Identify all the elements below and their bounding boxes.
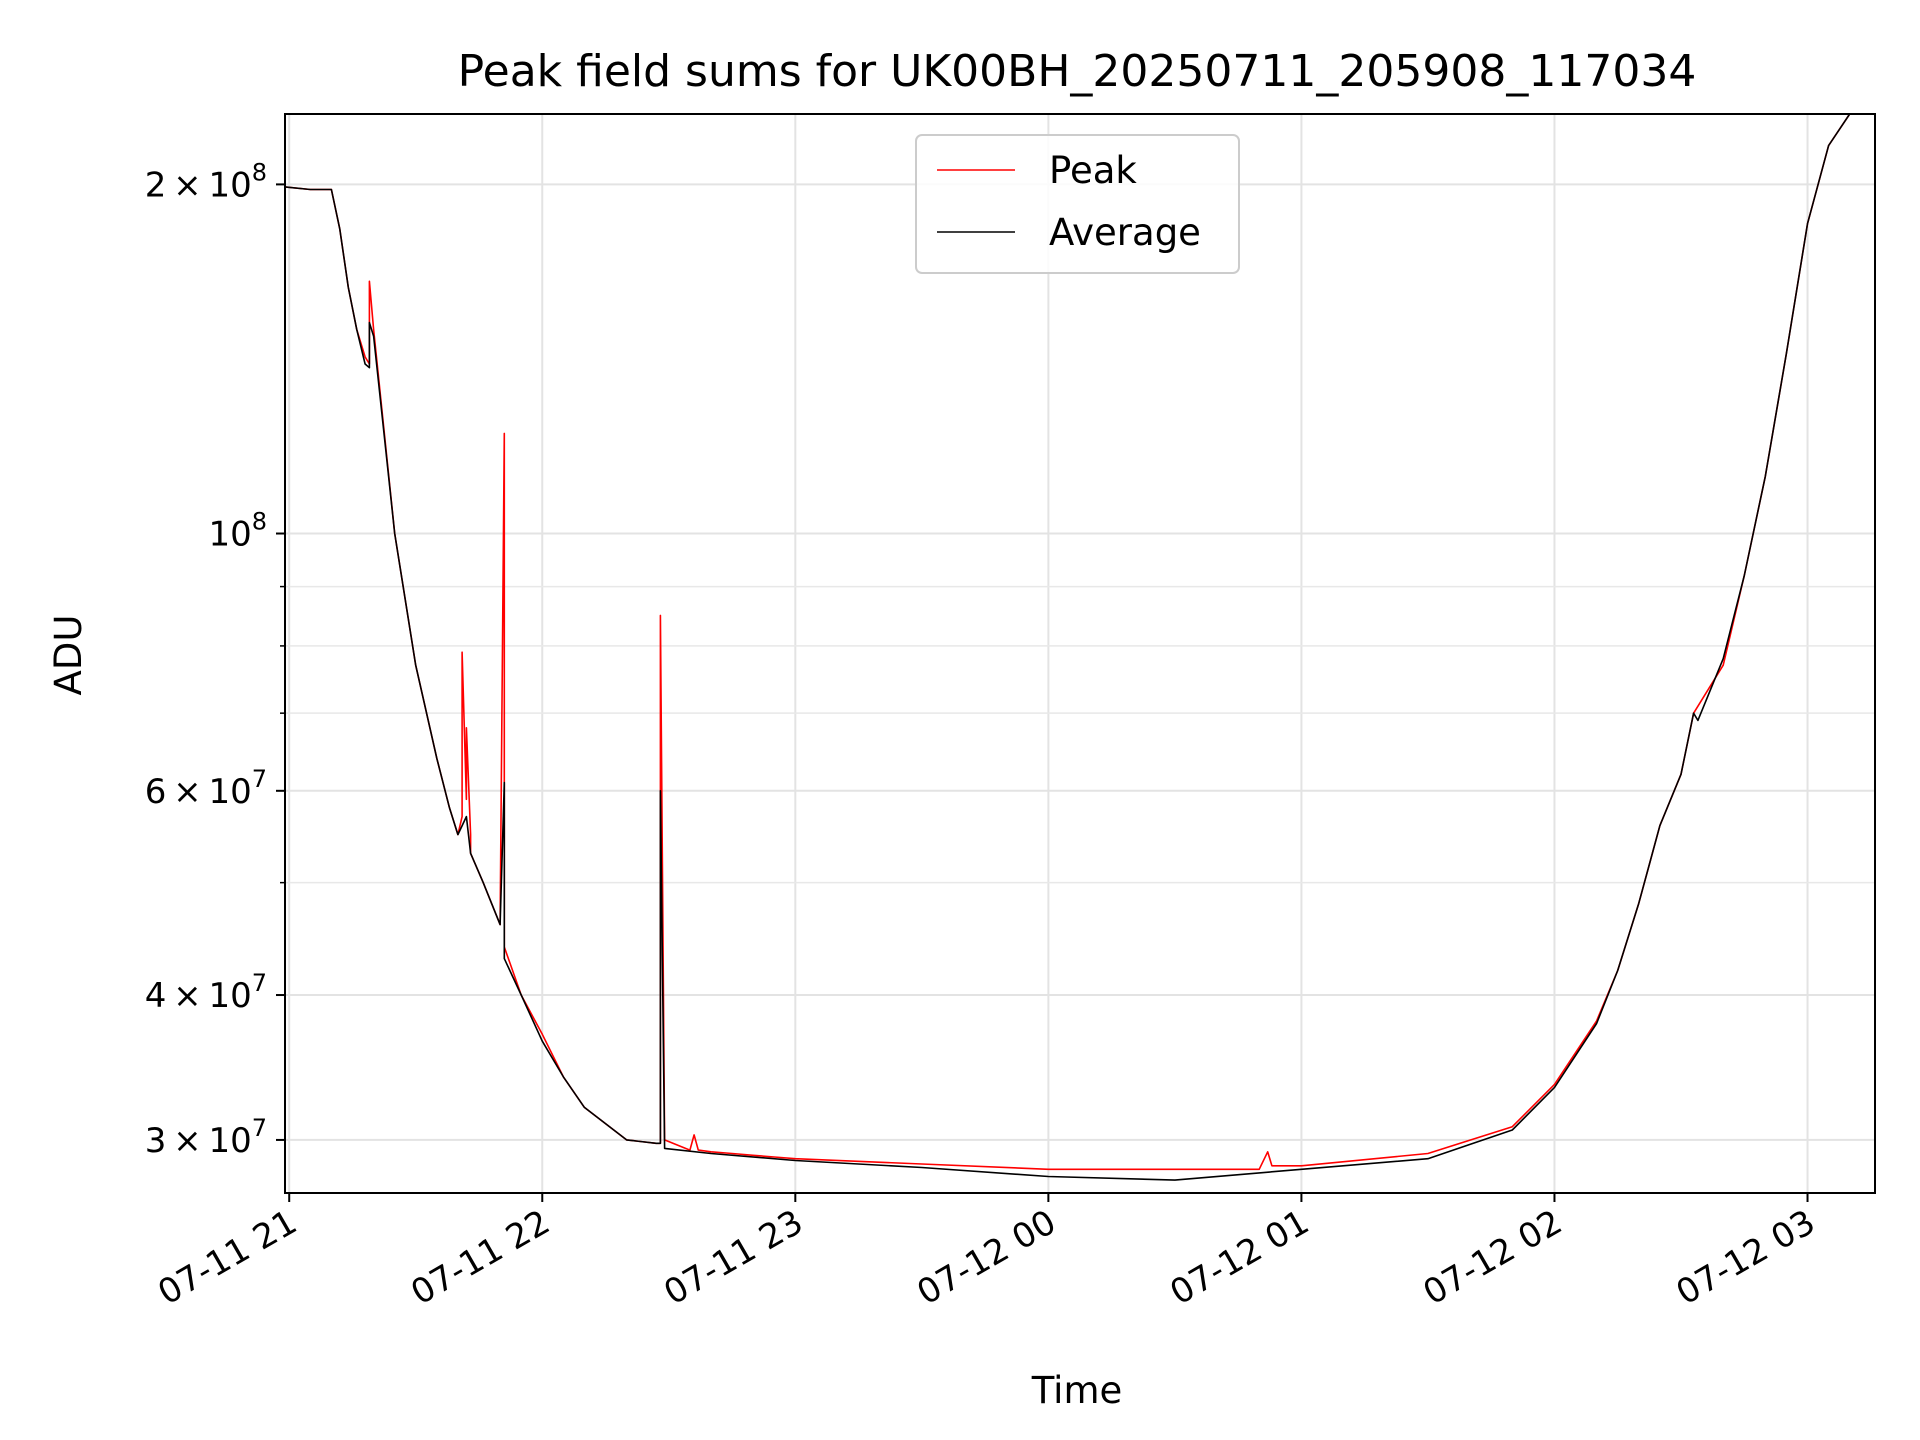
y-tick-label: 4 × 107 xyxy=(145,969,267,1016)
chart-title: Peak field sums for UK00BH_20250711_2059… xyxy=(458,46,1697,97)
legend-label-average: Average xyxy=(1049,211,1201,254)
y-axis-label: ADU xyxy=(47,615,90,696)
series-line-average xyxy=(284,113,1875,1181)
plot-frame xyxy=(284,113,1876,1194)
x-axis-label: Time xyxy=(1031,1369,1123,1412)
y-tick-label: 3 × 107 xyxy=(145,1114,267,1161)
y-tick-label: 2 × 108 xyxy=(145,158,267,205)
legend-label-peak: Peak xyxy=(1049,149,1137,192)
grid xyxy=(285,114,1875,1193)
series-layer xyxy=(284,113,1875,1181)
legend: Peak Average xyxy=(915,134,1240,274)
y-tick-label: 6 × 107 xyxy=(145,765,267,812)
